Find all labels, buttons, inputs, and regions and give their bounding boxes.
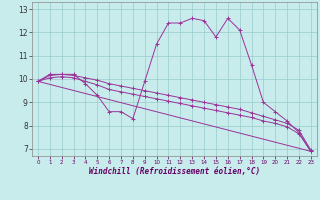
X-axis label: Windchill (Refroidissement éolien,°C): Windchill (Refroidissement éolien,°C) [89, 167, 260, 176]
